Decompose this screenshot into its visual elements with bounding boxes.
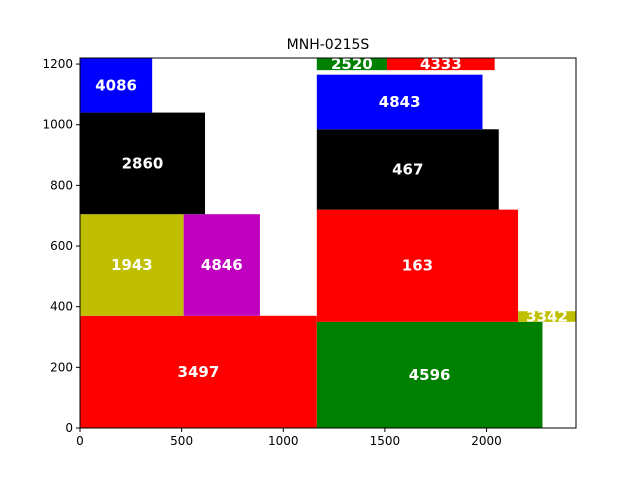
x-tick-label: 500 bbox=[170, 434, 193, 448]
rect-3342 bbox=[518, 311, 576, 322]
plot-area: 3497 4596 3342 1943 4846 163 2860 467 4086 4843 25… bbox=[80, 55, 576, 428]
rect-163 bbox=[316, 209, 519, 322]
rect-label-4843: 4843 bbox=[379, 93, 421, 111]
rect-467 bbox=[316, 129, 499, 210]
rect-4843 bbox=[316, 74, 483, 130]
y-tick-label: 1200 bbox=[42, 57, 73, 71]
x-tick-label: 2000 bbox=[471, 434, 502, 448]
y-tick-label: 1000 bbox=[42, 118, 73, 132]
rect-label-2520: 2520 bbox=[331, 55, 373, 73]
y-tick-label: 800 bbox=[50, 178, 73, 192]
y-tick-label: 200 bbox=[50, 360, 73, 374]
rect-3497 bbox=[80, 315, 317, 428]
rect-label-4846: 4846 bbox=[201, 256, 243, 274]
rect-2520 bbox=[316, 58, 387, 71]
chart-title: MNH-0215S bbox=[287, 37, 370, 53]
y-tick-label: 400 bbox=[50, 300, 73, 314]
rect-4596 bbox=[316, 321, 543, 428]
rect-label-4086: 4086 bbox=[95, 76, 137, 94]
x-tick-label: 0 bbox=[76, 434, 84, 448]
axes-frame bbox=[79, 57, 577, 429]
x-tick-label: 1500 bbox=[370, 434, 401, 448]
rect-label-4333: 4333 bbox=[420, 55, 462, 73]
rect-1943 bbox=[80, 214, 184, 316]
y-tick-label: 0 bbox=[65, 421, 73, 435]
rect-2860 bbox=[80, 112, 206, 215]
rect-4846 bbox=[183, 214, 260, 316]
rect-label-467: 467 bbox=[392, 160, 423, 178]
y-tick-label: 600 bbox=[50, 239, 73, 253]
rect-label-2860: 2860 bbox=[122, 154, 164, 172]
rect-label-3342: 3342 bbox=[526, 308, 568, 326]
x-tick-label: 1000 bbox=[268, 434, 299, 448]
rect-label-3497: 3497 bbox=[178, 363, 220, 381]
x-axis: 0 500 1000 1500 2000 bbox=[76, 428, 502, 448]
rect-label-1943: 1943 bbox=[111, 256, 153, 274]
rect-label-4596: 4596 bbox=[409, 366, 451, 384]
y-axis: 0 200 400 600 800 1000 1200 bbox=[42, 57, 80, 435]
rect-4086 bbox=[80, 58, 153, 113]
rect-4333 bbox=[386, 58, 495, 71]
rect-label-163: 163 bbox=[402, 257, 433, 275]
